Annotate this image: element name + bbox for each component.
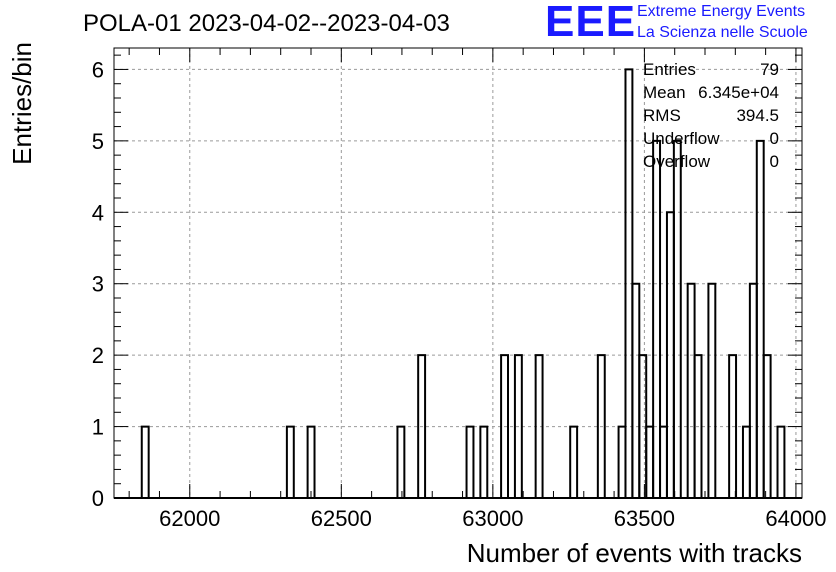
histogram-bin bbox=[762, 354, 772, 498]
stats-overflow-value: 0 bbox=[769, 152, 779, 171]
x-tick-label: 62000 bbox=[159, 506, 220, 531]
histogram-bin bbox=[645, 425, 655, 498]
stats-underflow-value: 0 bbox=[769, 129, 779, 148]
histogram-bin bbox=[617, 425, 627, 498]
x-axis-label: Number of events with tracks bbox=[467, 538, 802, 568]
histogram-bin bbox=[659, 425, 668, 498]
tick-labels: 62000 62500 63000 63500 64000 0 1 2 3 4 5 6 bbox=[92, 57, 827, 531]
histogram-bin bbox=[285, 425, 295, 498]
x-tick-label: 64000 bbox=[765, 506, 826, 531]
tick-marks bbox=[114, 48, 802, 499]
stats-mean-label: Mean bbox=[643, 83, 686, 102]
stats-mean-value: 6.345e+04 bbox=[698, 83, 779, 102]
stats-entries-value: 79 bbox=[760, 60, 779, 79]
y-tick-label: 4 bbox=[92, 200, 104, 225]
x-tick-label: 63000 bbox=[462, 506, 523, 531]
histogram-bin bbox=[686, 282, 696, 498]
y-tick-label: 2 bbox=[92, 343, 104, 368]
histogram-bin bbox=[652, 139, 662, 498]
grid-lines bbox=[114, 48, 802, 498]
histogram-bin bbox=[500, 354, 510, 498]
axes bbox=[113, 47, 803, 499]
stats-rms-label: RMS bbox=[643, 106, 681, 125]
histogram-bin bbox=[479, 425, 489, 498]
y-tick-label: 6 bbox=[92, 57, 104, 82]
stats-overflow-label: Overflow bbox=[643, 152, 711, 171]
chart-title: POLA-01 2023-04-02--2023-04-03 bbox=[83, 10, 450, 37]
stats-rms-value: 394.5 bbox=[736, 106, 779, 125]
plot-frame bbox=[113, 47, 803, 499]
stats-underflow-label: Underflow bbox=[643, 129, 720, 148]
histogram-bin bbox=[396, 425, 406, 498]
logo-subtitle-2: La Scienza nelle Scuole bbox=[637, 24, 808, 41]
histogram-line bbox=[114, 68, 802, 499]
histogram-bin bbox=[728, 354, 738, 498]
y-tick-label: 1 bbox=[92, 415, 104, 440]
eee-logo: EEE bbox=[545, 0, 637, 46]
logo-subtitle-1: Extreme Energy Events bbox=[637, 3, 806, 20]
histogram-bin bbox=[306, 425, 316, 498]
histogram-bin bbox=[631, 282, 641, 498]
histogram-bin bbox=[693, 354, 703, 498]
histogram-bin bbox=[707, 282, 717, 498]
histogram-bin bbox=[741, 425, 751, 498]
histogram-bin bbox=[534, 354, 544, 498]
y-tick-label: 0 bbox=[92, 486, 104, 511]
x-tick-label: 62500 bbox=[311, 506, 372, 531]
histogram-bin bbox=[140, 425, 150, 498]
x-tick-label: 63500 bbox=[614, 506, 675, 531]
y-tick-label: 3 bbox=[92, 272, 104, 297]
stats-entries-label: Entries bbox=[643, 60, 696, 79]
histogram-bin bbox=[465, 425, 475, 498]
y-tick-label: 5 bbox=[92, 129, 104, 154]
histogram-bin bbox=[513, 354, 523, 498]
histogram-bin bbox=[776, 425, 786, 498]
histogram-bin bbox=[569, 425, 579, 498]
histogram-bin bbox=[417, 354, 427, 498]
histogram-bin bbox=[596, 354, 606, 498]
y-axis-label: Entries/bin bbox=[7, 42, 37, 165]
histogram-bin bbox=[672, 139, 682, 498]
histogram-bin bbox=[755, 139, 765, 498]
histogram-bin bbox=[748, 282, 758, 498]
